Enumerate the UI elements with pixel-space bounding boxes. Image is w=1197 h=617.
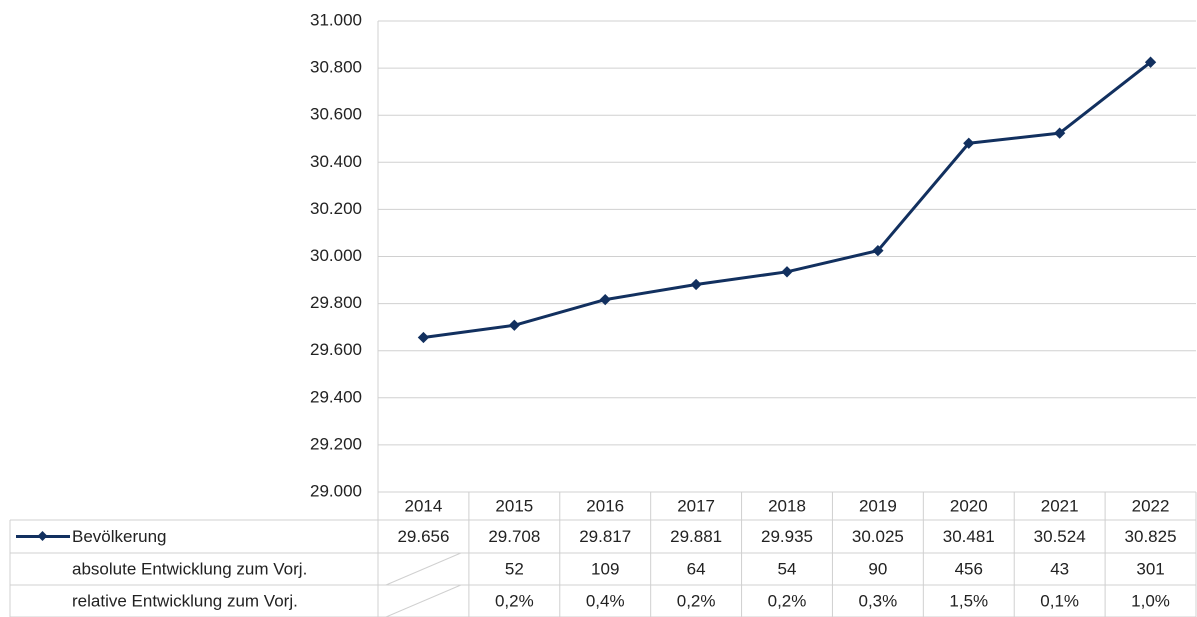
y-tick-label: 29.800 xyxy=(310,293,362,312)
data-point xyxy=(417,331,430,344)
table-cell: 0,3% xyxy=(859,591,898,610)
x-tick-label: 2015 xyxy=(495,496,533,515)
table-cell: 30.481 xyxy=(943,527,995,546)
table-cell: 109 xyxy=(591,559,619,578)
legend-label: Bevölkerung xyxy=(72,527,167,546)
table-cell: 30.025 xyxy=(852,527,904,546)
table-cell: 29.935 xyxy=(761,527,813,546)
row-label: relative Entwicklung zum Vorj. xyxy=(72,591,298,610)
y-tick-label: 29.000 xyxy=(310,481,362,500)
table-cell: 0,2% xyxy=(768,591,807,610)
y-tick-label: 29.200 xyxy=(310,434,362,453)
table-cell: 29.881 xyxy=(670,527,722,546)
y-tick-label: 30.600 xyxy=(310,105,362,124)
table-cell: 0,4% xyxy=(586,591,625,610)
x-tick-label: 2014 xyxy=(405,496,443,515)
table-cell: 29.656 xyxy=(397,527,449,546)
table-cell: 456 xyxy=(955,559,983,578)
x-tick-label: 2020 xyxy=(950,496,988,515)
data-point xyxy=(1054,127,1066,139)
x-tick-label: 2018 xyxy=(768,496,806,515)
table-cell: 30.825 xyxy=(1125,527,1177,546)
table-cell: 29.708 xyxy=(488,527,540,546)
table-cell: 52 xyxy=(505,559,524,578)
data-point xyxy=(599,293,611,306)
x-tick-label: 2019 xyxy=(859,496,897,515)
y-tick-label: 29.400 xyxy=(310,387,362,406)
table-cell: 1,5% xyxy=(949,591,988,610)
row-label: absolute Entwicklung zum Vorj. xyxy=(72,559,307,578)
y-tick-label: 30.000 xyxy=(310,246,362,265)
data-point xyxy=(690,278,702,291)
table-cell: 30.524 xyxy=(1034,527,1086,546)
table-cell: 29.817 xyxy=(579,527,631,546)
legend-marker xyxy=(37,531,48,541)
table-cell: 54 xyxy=(778,559,797,578)
empty-cell-diagonal xyxy=(385,552,462,586)
data-point xyxy=(508,319,520,331)
table-cell: 64 xyxy=(687,559,706,578)
data-point xyxy=(1144,56,1157,68)
table-cell: 0,2% xyxy=(677,591,716,610)
data-point xyxy=(872,244,884,257)
y-tick-label: 29.600 xyxy=(310,340,362,359)
data-line xyxy=(423,61,1152,339)
y-tick-label: 31.000 xyxy=(310,10,362,29)
y-tick-label: 30.200 xyxy=(310,199,362,218)
x-tick-label: 2021 xyxy=(1041,496,1079,515)
empty-cell-diagonal xyxy=(385,584,462,617)
table-cell: 43 xyxy=(1050,559,1069,578)
x-tick-label: 2017 xyxy=(677,496,715,515)
table-cell: 1,0% xyxy=(1131,591,1170,610)
table-cell: 0,1% xyxy=(1040,591,1079,610)
table-cell: 0,2% xyxy=(495,591,534,610)
y-tick-label: 30.400 xyxy=(310,152,362,171)
table-cell: 301 xyxy=(1136,559,1164,578)
data-point xyxy=(781,266,793,278)
data-point xyxy=(963,137,975,149)
x-tick-label: 2022 xyxy=(1132,496,1170,515)
x-tick-label: 2016 xyxy=(586,496,624,515)
table-cell: 90 xyxy=(868,559,887,578)
y-tick-label: 30.800 xyxy=(310,58,362,77)
